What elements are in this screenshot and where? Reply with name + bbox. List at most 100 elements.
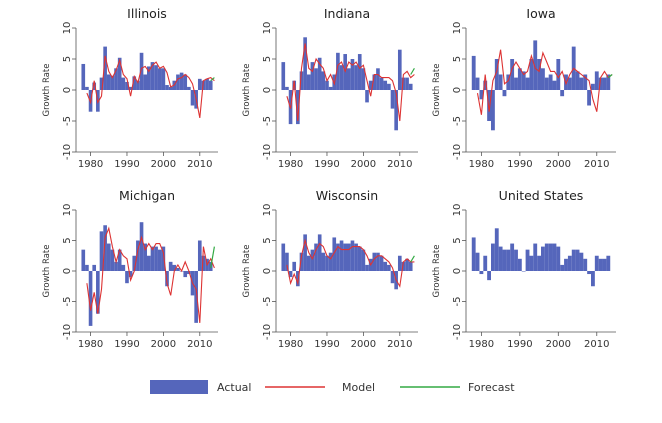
bar-actual-2000 (361, 249, 366, 271)
bar-actual-1984 (303, 234, 307, 271)
bar-actual-1992 (132, 76, 137, 90)
x-tick-label: 1980 (278, 159, 303, 170)
model-line (86, 226, 215, 323)
bar-actual-2007 (583, 74, 588, 90)
bar-actual-1987 (114, 261, 118, 271)
y-tick-label: 10 (62, 204, 73, 217)
forecast-line (410, 255, 415, 263)
panel-indiana: Indiana -10 -5 0 5 10 Growth Rate 1980 1990 2000 2… (242, 6, 418, 170)
x-tick-label: 1980 (78, 159, 103, 170)
bar-actual-1982 (487, 271, 491, 281)
bar-actual-1979 (285, 252, 289, 271)
y-tick-label: 5 (452, 237, 463, 243)
panel-title: Illinois (127, 6, 167, 21)
bar-actual-1987 (506, 74, 511, 90)
bar-actual-1982 (296, 90, 300, 125)
y-tick-label: 0 (452, 87, 463, 93)
x-tick-label: 2000 (351, 339, 376, 350)
bar-actual-1994 (533, 243, 538, 271)
bar-actual-2011 (598, 77, 603, 90)
bar-actual-1995 (537, 59, 541, 90)
bar-actual-1990 (517, 68, 522, 90)
bar-actual-2005 (379, 77, 384, 90)
bar-actual-1998 (154, 65, 158, 90)
bar-actual-1995 (143, 74, 147, 90)
x-tick-label: 1980 (469, 339, 494, 350)
bar-actual-2013 (208, 80, 213, 90)
bar-actual-1982 (96, 271, 100, 314)
bar-actual-2005 (379, 255, 384, 271)
y-tick-label: 0 (452, 268, 463, 274)
bar-actual-2000 (161, 68, 166, 90)
bar-actual-1983 (491, 90, 495, 131)
x-tick-label: 2010 (187, 159, 212, 170)
bar-actual-1985 (498, 246, 503, 271)
x-tick-label: 2000 (546, 339, 571, 350)
y-tick-label: 10 (262, 204, 273, 217)
bar-actual-1991 (328, 86, 333, 90)
bar-actual-2002 (168, 86, 173, 90)
legend-label-actual: Actual (217, 381, 251, 394)
bar-actual-1992 (132, 255, 137, 271)
bar-actual-2005 (179, 72, 184, 90)
x-tick-label: 1980 (78, 339, 103, 350)
bar-actual-1989 (321, 252, 326, 271)
bar-actual-1990 (517, 258, 522, 271)
panels-group: Illinois -10 -5 0 5 10 Growth Rate 1980 1990 2000… (42, 6, 616, 350)
bar-actual-1992 (332, 237, 337, 271)
x-tick-label: 2010 (187, 339, 212, 350)
bar-actual-2004 (376, 252, 380, 271)
bar-actual-1986 (110, 75, 115, 90)
bar-actual-1998 (354, 65, 358, 90)
bar-actual-2003 (372, 252, 377, 271)
x-tick-label: 1990 (114, 339, 139, 350)
bar-actual-1987 (314, 68, 318, 90)
bar-actual-2009 (591, 271, 595, 287)
y-tick-label: -10 (62, 144, 73, 160)
bar-actual-2005 (575, 249, 580, 271)
bar-actual-1999 (157, 68, 162, 90)
bar-actual-1986 (310, 62, 315, 90)
bar-actual-2000 (161, 246, 166, 271)
y-tick-label: 0 (262, 268, 273, 274)
forecast-line (607, 74, 613, 79)
bar-actual-2012 (405, 258, 409, 271)
bar-actual-1980 (288, 271, 293, 278)
bar-actual-1993 (529, 255, 534, 271)
bar-actual-1978 (81, 63, 86, 90)
bar-actual-2013 (408, 83, 413, 90)
bar-actual-2004 (176, 267, 180, 271)
bar-actual-1983 (299, 252, 304, 271)
bar-actual-2001 (165, 85, 169, 90)
bar-actual-2010 (397, 255, 402, 271)
bar-actual-1985 (106, 74, 111, 90)
bar-actual-1986 (110, 249, 115, 271)
bar-actual-1984 (494, 59, 499, 90)
y-tick-label: -10 (262, 324, 273, 340)
bar-actual-1990 (325, 255, 329, 271)
bar-actual-2005 (575, 71, 580, 90)
y-tick-label: -5 (452, 116, 463, 126)
bar-actual-2002 (368, 80, 373, 90)
bar-actual-1994 (339, 65, 344, 90)
bar-actual-1989 (321, 71, 326, 90)
bar-actual-1994 (139, 222, 144, 271)
bar-actual-2013 (606, 255, 611, 271)
bar-actual-2008 (190, 90, 195, 106)
bar-actual-2013 (408, 261, 413, 271)
y-tick-label: 5 (62, 56, 73, 62)
panel-title: Wisconsin (316, 188, 378, 203)
bar-actual-1983 (299, 71, 304, 90)
x-tick-label: 1980 (278, 339, 303, 350)
bar-actual-1981 (92, 264, 97, 271)
y-tick-label: -5 (262, 297, 273, 307)
x-tick-label: 1990 (314, 339, 339, 350)
bar-actual-2010 (594, 71, 599, 90)
bar-actual-1993 (136, 80, 140, 90)
bar-actual-1989 (514, 249, 518, 271)
bar-actual-1985 (306, 74, 311, 90)
bar-actual-1999 (552, 243, 557, 271)
y-tick-label: 5 (262, 237, 273, 243)
bar-actual-2008 (390, 271, 395, 284)
y-tick-label: 0 (62, 87, 73, 93)
